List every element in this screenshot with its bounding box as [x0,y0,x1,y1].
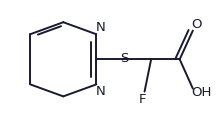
Text: N: N [96,84,106,98]
Text: N: N [96,21,106,34]
Text: O: O [192,18,202,31]
Text: OH: OH [191,86,212,99]
Text: S: S [121,52,129,65]
Text: F: F [139,93,146,106]
